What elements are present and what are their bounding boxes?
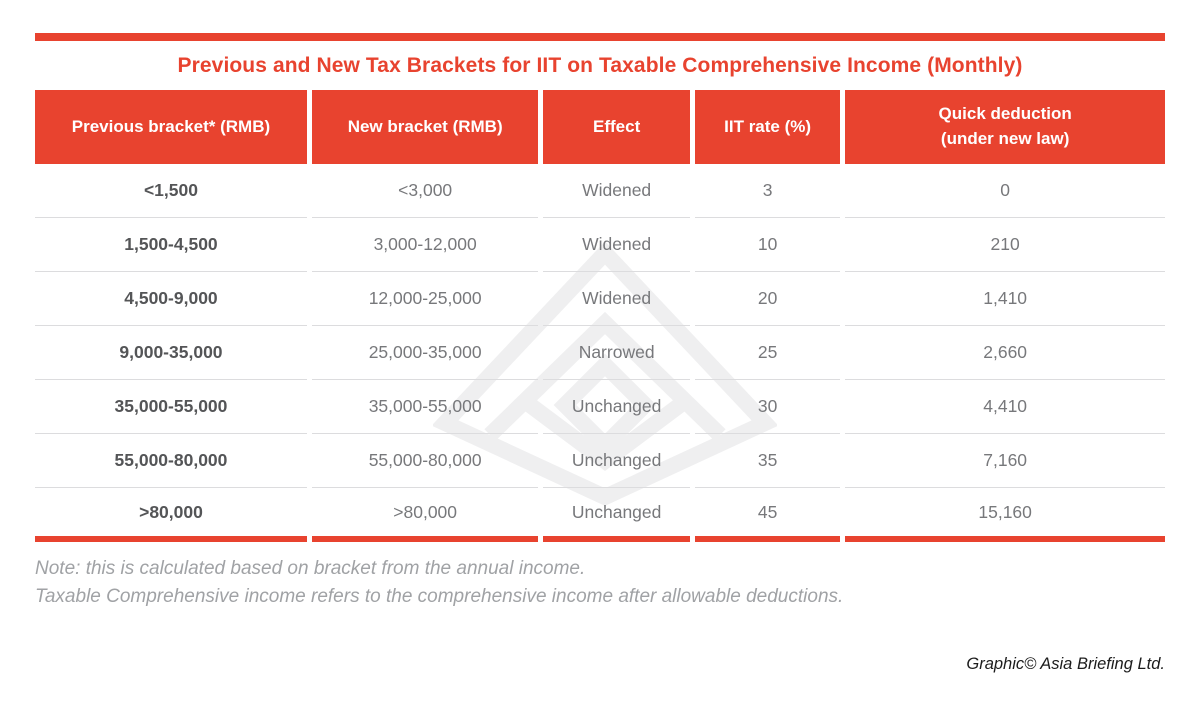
table-row: 4,500-9,000 12,000-25,000 Widened 20 1,410 bbox=[35, 272, 1165, 326]
table-body: <1,500 <3,000 Widened 3 0 1,500-4,500 3,000-12… bbox=[35, 164, 1165, 542]
table-cell: 2,660 bbox=[845, 326, 1165, 380]
header-row: Previous bracket* (RMB) New bracket (RMB… bbox=[35, 90, 1165, 164]
table-cell: 25 bbox=[694, 326, 841, 380]
column-header-new-bracket: New bracket (RMB) bbox=[311, 90, 539, 164]
table-wrapper: Previous bracket* (RMB) New bracket (RMB… bbox=[30, 90, 1170, 542]
table-cell: 4,500-9,000 bbox=[35, 272, 307, 326]
table-graphic: Previous and New Tax Brackets for IIT on… bbox=[35, 33, 1165, 610]
table-cell: 4,410 bbox=[845, 380, 1165, 434]
tax-brackets-table: Previous bracket* (RMB) New bracket (RMB… bbox=[30, 90, 1170, 542]
table-cell: 1,500-4,500 bbox=[35, 218, 307, 272]
footnotes: Note: this is calculated based on bracke… bbox=[35, 555, 1165, 610]
table-cell: 35,000-55,000 bbox=[311, 380, 539, 434]
table-cell: Unchanged bbox=[543, 380, 690, 434]
table-cell: 25,000-35,000 bbox=[311, 326, 539, 380]
table-cell: 210 bbox=[845, 218, 1165, 272]
table-cell: Unchanged bbox=[543, 434, 690, 488]
column-header-iit-rate: IIT rate (%) bbox=[694, 90, 841, 164]
table-cell: Unchanged bbox=[543, 488, 690, 542]
credit-text: Graphic© Asia Briefing Ltd. bbox=[966, 655, 1165, 673]
table-cell: 10 bbox=[694, 218, 841, 272]
table-cell: <1,500 bbox=[35, 164, 307, 218]
table-row: <1,500 <3,000 Widened 3 0 bbox=[35, 164, 1165, 218]
table-row: >80,000 >80,000 Unchanged 45 15,160 bbox=[35, 488, 1165, 542]
table-cell: 9,000-35,000 bbox=[35, 326, 307, 380]
asia-briefing-logo-icon bbox=[433, 243, 777, 506]
table-cell: Widened bbox=[543, 164, 690, 218]
note-line-2: Taxable Comprehensive income refers to t… bbox=[35, 585, 844, 607]
table-cell: 0 bbox=[845, 164, 1165, 218]
table-cell: 3 bbox=[694, 164, 841, 218]
table-cell: Narrowed bbox=[543, 326, 690, 380]
top-accent-bar bbox=[35, 33, 1165, 41]
table-cell: 1,410 bbox=[845, 272, 1165, 326]
table-cell: 7,160 bbox=[845, 434, 1165, 488]
table-cell: 3,000-12,000 bbox=[311, 218, 539, 272]
column-header-effect: Effect bbox=[543, 90, 690, 164]
table-cell: >80,000 bbox=[35, 488, 307, 542]
table-cell: 45 bbox=[694, 488, 841, 542]
table-row: 55,000-80,000 55,000-80,000 Unchanged 35 7,1… bbox=[35, 434, 1165, 488]
table-row: 1,500-4,500 3,000-12,000 Widened 10 210 bbox=[35, 218, 1165, 272]
table-cell: Widened bbox=[543, 218, 690, 272]
note-line-1: Note: this is calculated based on bracke… bbox=[35, 558, 586, 579]
column-header-quick-deduction: Quick deduction (under new law) bbox=[845, 90, 1165, 164]
table-cell: >80,000 bbox=[311, 488, 539, 542]
column-header-previous-bracket: Previous bracket* (RMB) bbox=[35, 90, 307, 164]
table-cell: 15,160 bbox=[845, 488, 1165, 542]
table-cell: 35 bbox=[694, 434, 841, 488]
table-cell: 55,000-80,000 bbox=[35, 434, 307, 488]
table-cell: 20 bbox=[694, 272, 841, 326]
table-row: 35,000-55,000 35,000-55,000 Unchanged 30 4,4… bbox=[35, 380, 1165, 434]
page-title: Previous and New Tax Brackets for IIT on… bbox=[177, 54, 1023, 77]
table-cell: 35,000-55,000 bbox=[35, 380, 307, 434]
table-row: 9,000-35,000 25,000-35,000 Narrowed 25 2,660 bbox=[35, 326, 1165, 380]
table-cell: Widened bbox=[543, 272, 690, 326]
table-cell: <3,000 bbox=[311, 164, 539, 218]
table-cell: 55,000-80,000 bbox=[311, 434, 539, 488]
table-cell: 12,000-25,000 bbox=[311, 272, 539, 326]
table-cell: 30 bbox=[694, 380, 841, 434]
